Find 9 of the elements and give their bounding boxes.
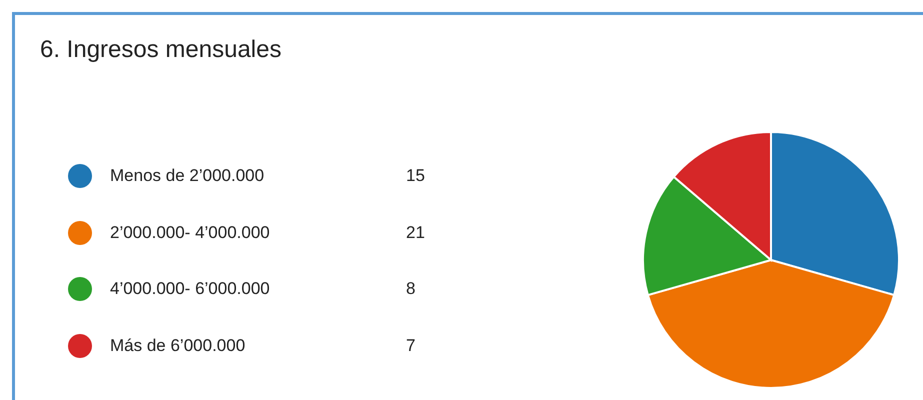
chart-title: 6. Ingresos mensuales [40,36,282,64]
legend-label: 2’000.000- 4’000.000 [110,222,271,243]
data-label: 8 [406,279,416,300]
legend-label: Más de 6’000.000 [110,336,246,356]
legend-label: Menos de 2’000.000 [110,166,266,186]
data-label: 7 [406,336,416,356]
data-label: 21 [406,222,425,243]
legend-label: 4’000.000- 6’000.000 [110,279,271,300]
data-label: 15 [406,166,425,186]
